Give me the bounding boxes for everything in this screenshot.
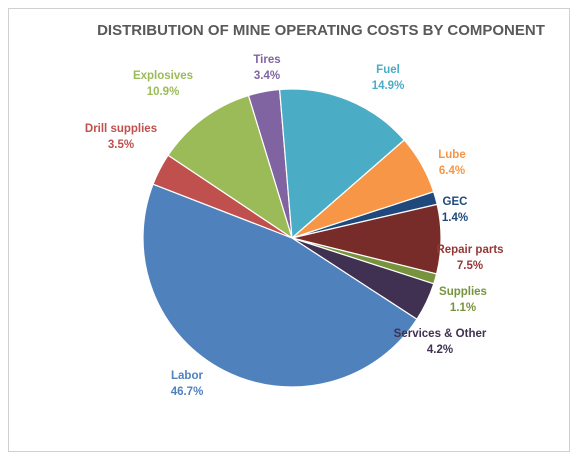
pie-slice-explosives: [167, 94, 294, 240]
slice-value-supplies: 1.1%: [450, 302, 476, 314]
slice-value-tires: 3.4%: [254, 70, 280, 82]
slice-label-lube: Lube: [438, 149, 465, 161]
slice-value-repair-parts: 7.5%: [457, 260, 483, 272]
chart-title: DISTRIBUTION OF MINE OPERATING COSTS BY …: [97, 22, 545, 39]
slice-label-fuel: Fuel: [376, 64, 400, 76]
pie-slice-labor: [142, 183, 418, 388]
slice-value-services-other: 4.2%: [427, 344, 453, 356]
slice-label-repair-parts: Repair parts: [436, 244, 503, 256]
slice-value-lube: 6.4%: [439, 165, 465, 177]
slice-value-gec: 1.4%: [442, 212, 468, 224]
slice-value-fuel: 14.9%: [372, 80, 405, 92]
slice-value-explosives: 10.9%: [147, 86, 180, 98]
slice-label-drill-supplies: Drill supplies: [85, 123, 157, 135]
slice-label-services-other: Services & Other: [394, 328, 487, 340]
slice-label-gec: GEC: [443, 196, 468, 208]
slice-label-explosives: Explosives: [133, 70, 193, 82]
slice-value-labor: 46.7%: [171, 386, 204, 398]
pie-chart: DISTRIBUTION OF MINE OPERATING COSTS BY …: [85, 22, 545, 398]
slice-value-drill-supplies: 3.5%: [108, 139, 134, 151]
slice-label-labor: Labor: [171, 370, 203, 382]
slice-label-supplies: Supplies: [439, 286, 487, 298]
pie-slice-fuel: [278, 88, 406, 240]
slice-label-tires: Tires: [253, 54, 280, 66]
chart-frame: DISTRIBUTION OF MINE OPERATING COSTS BY …: [8, 8, 570, 452]
